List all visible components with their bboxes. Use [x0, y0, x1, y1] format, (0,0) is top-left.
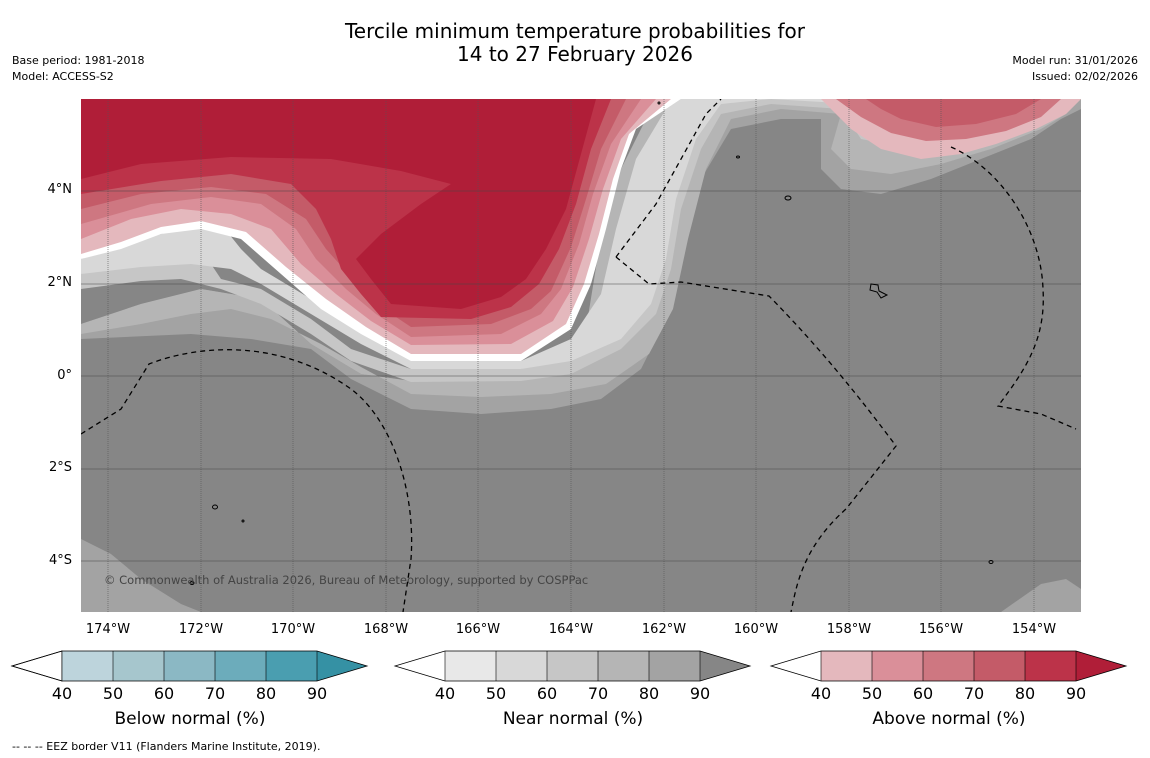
longitude-gridlines — [107, 99, 1035, 612]
below-tick-70: 70 — [204, 684, 226, 703]
above-tick-60: 60 — [912, 684, 934, 703]
lon-label-156w: 156°W — [918, 622, 964, 637]
below-tick-40: 40 — [51, 684, 73, 703]
lon-label-172w: 172°W — [178, 622, 224, 637]
lon-label-164w: 164°W — [548, 622, 594, 637]
lon-label-174w: 174°W — [85, 622, 131, 637]
lon-label-158w: 158°W — [826, 622, 872, 637]
below-normal-title: Below normal (%) — [114, 709, 266, 729]
above-normal-ne-70-80 — [866, 99, 1041, 127]
below-lower-extension — [10, 650, 63, 682]
copyright-notice: © Commonwealth of Australia 2026, Bureau… — [104, 573, 588, 587]
below-bin-60-70 — [164, 651, 215, 681]
near-normal-title: Near normal (%) — [502, 709, 644, 729]
latitude-gridlines — [81, 190, 1081, 562]
below-bin-70-80 — [215, 651, 266, 681]
model-run: Model run: 31/01/2026 — [1012, 54, 1138, 67]
near-bin-40-50 — [445, 651, 496, 681]
model-name: Model: ACCESS-S2 — [12, 70, 114, 83]
near-tick-80: 80 — [638, 684, 660, 703]
near-normal-sw-patch — [81, 539, 201, 612]
above-tick-90: 90 — [1065, 684, 1087, 703]
colorbar-near — [393, 650, 752, 682]
below-upper-extension — [317, 651, 367, 681]
eez-footnote: -- -- -- EEZ border V11 (Flanders Marine… — [12, 740, 321, 753]
above-upper-extension — [1076, 651, 1126, 681]
above-bin-70-80 — [974, 651, 1025, 681]
below-tick-50: 50 — [102, 684, 124, 703]
near-bin-80-90 — [649, 651, 700, 681]
near-normal-80-band — [81, 99, 1081, 414]
near-bin-60-70 — [547, 651, 598, 681]
colorbar-above — [769, 650, 1128, 682]
lat-label-2n: 2°N — [47, 275, 73, 290]
lon-label-160w: 160°W — [733, 622, 779, 637]
below-tick-80: 80 — [255, 684, 277, 703]
near-tick-40: 40 — [434, 684, 456, 703]
below-bin-50-60 — [113, 651, 164, 681]
lon-label-162w: 162°W — [641, 622, 687, 637]
lon-label-166w: 166°W — [455, 622, 501, 637]
meta-right: Model run: 31/01/2026 Issued: 02/02/2026 — [1012, 53, 1138, 85]
near-tick-70: 70 — [587, 684, 609, 703]
above-tick-50: 50 — [861, 684, 883, 703]
below-bin-80-90 — [266, 651, 317, 681]
colorbars — [10, 650, 1128, 682]
chart-title-line2: 14 to 27 February 2026 — [457, 42, 693, 66]
below-bin-40-50 — [62, 651, 113, 681]
colorbar-below — [10, 650, 369, 682]
near-tick-90: 90 — [689, 684, 711, 703]
lon-label-170w: 170°W — [270, 622, 316, 637]
above-normal-title: Above normal (%) — [872, 709, 1026, 729]
issued-date: Issued: 02/02/2026 — [1031, 70, 1138, 83]
lon-label-154w: 154°W — [1011, 622, 1057, 637]
near-lower-extension — [395, 651, 445, 681]
near-tick-50: 50 — [485, 684, 507, 703]
base-period: Base period: 1981-2018 — [12, 54, 145, 67]
above-tick-80: 80 — [1014, 684, 1036, 703]
lat-label-2s: 2°S — [48, 460, 72, 475]
near-upper-extension — [700, 651, 750, 681]
meta-left: Base period: 1981-2018 Model: ACCESS-S2 — [12, 53, 144, 85]
near-tick-60: 60 — [536, 684, 558, 703]
lat-label-4s: 4°S — [48, 553, 72, 568]
above-tick-40: 40 — [810, 684, 832, 703]
above-bin-60-70 — [923, 651, 974, 681]
below-tick-90: 90 — [306, 684, 328, 703]
chart-title-line1: Tercile minimum temperature probabilitie… — [344, 19, 806, 43]
near-bin-50-60 — [496, 651, 547, 681]
above-bin-40-50 — [821, 651, 872, 681]
above-normal-90-core — [81, 99, 596, 309]
below-tick-60: 60 — [153, 684, 175, 703]
above-tick-70: 70 — [963, 684, 985, 703]
lat-label-4n: 4°N — [47, 182, 73, 197]
above-bin-50-60 — [872, 651, 923, 681]
lat-label-0: 0° — [57, 368, 72, 383]
above-lower-extension — [771, 651, 821, 681]
near-normal-se-patch — [1001, 579, 1081, 612]
lon-label-168w: 168°W — [363, 622, 409, 637]
above-bin-80-90 — [1025, 651, 1076, 681]
probability-map: © Commonwealth of Australia 2026, Bureau… — [81, 99, 1081, 612]
near-bin-70-80 — [598, 651, 649, 681]
eez-borders — [81, 99, 1077, 612]
islands — [189, 101, 994, 585]
